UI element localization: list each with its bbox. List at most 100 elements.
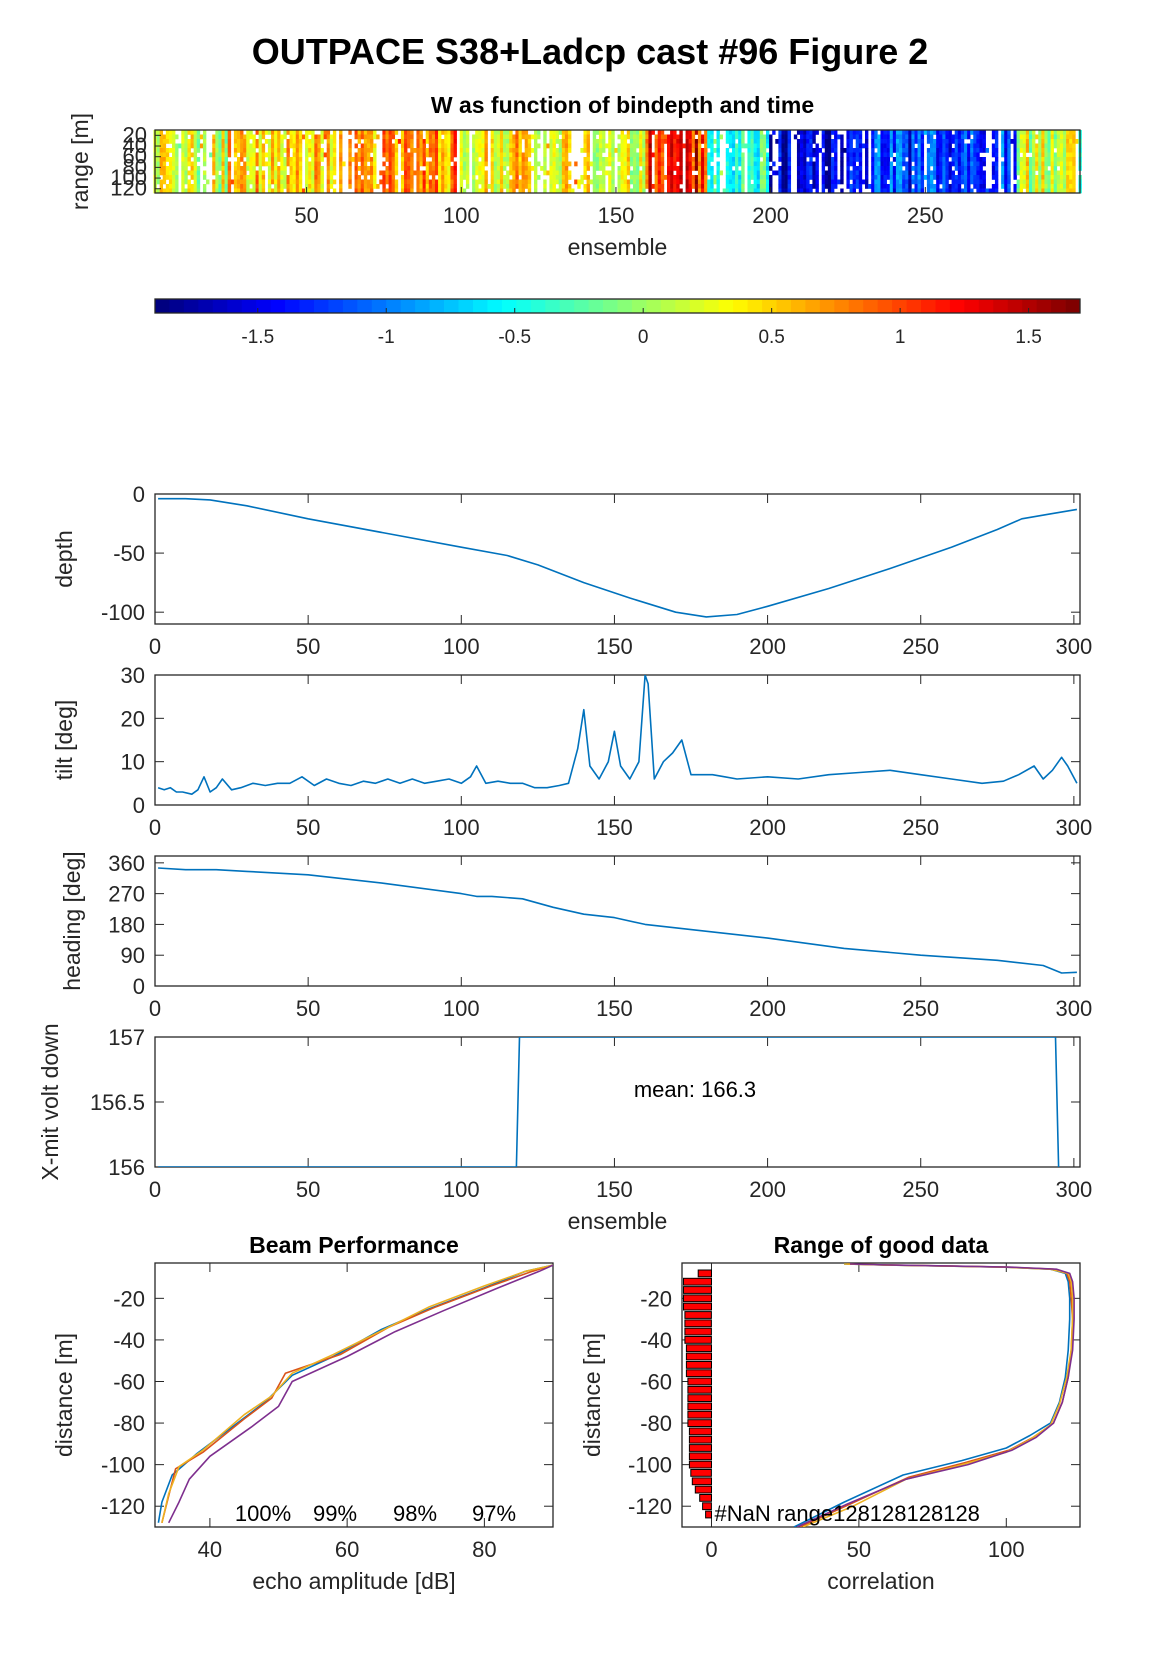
heatmap-cell — [697, 130, 702, 135]
heatmap-cell — [716, 130, 720, 135]
heatmap-cell — [332, 170, 337, 176]
heatmap-cell — [1069, 134, 1073, 140]
heatmap-cell — [892, 170, 897, 176]
heatmap-cell — [602, 157, 606, 162]
depth-series-line — [158, 497, 1078, 618]
colorbar-swatch — [675, 299, 691, 313]
heatmap-cell — [865, 152, 869, 158]
heatmap-cell — [215, 157, 219, 162]
heatmap-cell — [246, 157, 250, 162]
heatmap-cell — [450, 139, 454, 144]
heatmap-cell — [766, 184, 770, 189]
heatmap-cell — [858, 175, 863, 180]
heatmap-cell — [533, 179, 538, 185]
heatmap-cell — [636, 188, 640, 194]
heatmap-cell — [475, 143, 479, 149]
heatmap-cell — [354, 175, 358, 180]
heatmap-cell — [515, 157, 519, 162]
heatmap-cell — [697, 148, 702, 153]
heatmap-cell — [493, 188, 498, 194]
heatmap-cell — [626, 157, 631, 162]
heatmap-cell — [880, 175, 884, 180]
heatmap-cell — [215, 188, 219, 194]
heatmap-cell — [193, 166, 198, 171]
heatmap-cell — [1004, 157, 1008, 162]
heatmap-cell — [1069, 139, 1073, 144]
heatmap-cell — [190, 134, 194, 140]
heatmap-cell — [673, 130, 677, 135]
heatmap-cell — [156, 161, 160, 167]
heatmap-cell — [883, 175, 887, 180]
heatmap-cell — [305, 148, 309, 153]
heatmap-cell — [156, 148, 160, 153]
heatmap-cell — [800, 166, 804, 171]
heatmap-cell — [976, 152, 980, 158]
heatmap-cell — [766, 170, 770, 176]
heatmap-cell — [196, 188, 201, 194]
heatmap-cell — [515, 134, 519, 140]
heatmap-cell — [159, 188, 164, 194]
heatmap-cell — [976, 170, 980, 176]
heatmap-cell — [1019, 175, 1024, 180]
heatmap-cell — [778, 139, 782, 144]
heatmap-cell — [431, 134, 436, 140]
heatmap-cell — [156, 188, 160, 194]
heatmap-cell — [1013, 143, 1017, 149]
heatmap-cell — [769, 179, 773, 185]
heatmap-cell — [552, 152, 556, 158]
heatmap-cell — [660, 175, 665, 180]
heatmap-cell — [305, 134, 309, 140]
heatmap-cell — [564, 179, 569, 185]
heatmap-cell — [667, 161, 671, 167]
heatmap-cell — [478, 166, 482, 171]
heatmap-cell — [592, 170, 597, 176]
heatmap-cell — [728, 152, 733, 158]
heatmap-cell — [472, 139, 476, 144]
heatmap-cell — [1032, 179, 1036, 185]
heatmap-cell — [821, 157, 826, 162]
heatmap-cell — [948, 175, 952, 180]
heatmap-cell — [506, 130, 510, 135]
heatmap-cell — [701, 184, 705, 189]
heatmap-cell — [973, 179, 977, 185]
heatmap-cell — [240, 188, 244, 194]
heatmap-cell — [339, 130, 343, 135]
heatmap-cell — [283, 157, 287, 162]
heatmap-cell — [537, 134, 541, 140]
heatmap-cell — [271, 157, 275, 162]
heatmap-cell — [292, 130, 297, 135]
heatmap-cell — [657, 175, 662, 180]
heatmap-cell — [543, 179, 547, 185]
heatmap-cell — [945, 157, 949, 162]
heatmap-cell — [558, 157, 563, 162]
heatmap-cell — [196, 175, 201, 180]
heatmap-cell — [568, 184, 572, 189]
heatmap-cell — [289, 184, 293, 189]
heatmap-cell — [766, 188, 770, 194]
heatmap-cell — [1072, 134, 1076, 140]
heatmap-cell — [908, 175, 912, 180]
heatmap-cell — [444, 143, 448, 149]
heatmap-cell — [425, 139, 430, 144]
heatmap-cell — [821, 188, 826, 194]
heatmap-cell — [561, 148, 566, 153]
heatmap-cell — [249, 175, 253, 180]
heatmap-cell — [400, 166, 405, 171]
heatmap-cell — [370, 166, 374, 171]
heatmap-cell — [506, 139, 510, 144]
heatmap-cell — [1035, 179, 1039, 185]
heatmap-cell — [620, 188, 624, 194]
heatmap-cell — [762, 134, 767, 140]
heatmap-cell — [422, 143, 426, 149]
heatmap-cell — [994, 166, 999, 171]
heatmap-cell — [645, 143, 649, 149]
heatmap-cell — [595, 188, 600, 194]
beam-performance-ytick-label: -40 — [113, 1328, 145, 1353]
colorbar-swatch — [472, 299, 488, 313]
heatmap-cell — [800, 184, 804, 189]
heatmap-cell — [852, 130, 856, 135]
heatmap-cell — [159, 134, 164, 140]
heatmap-cell — [274, 143, 278, 149]
heatmap-cell — [425, 166, 430, 171]
heatmap-cell — [834, 152, 838, 158]
